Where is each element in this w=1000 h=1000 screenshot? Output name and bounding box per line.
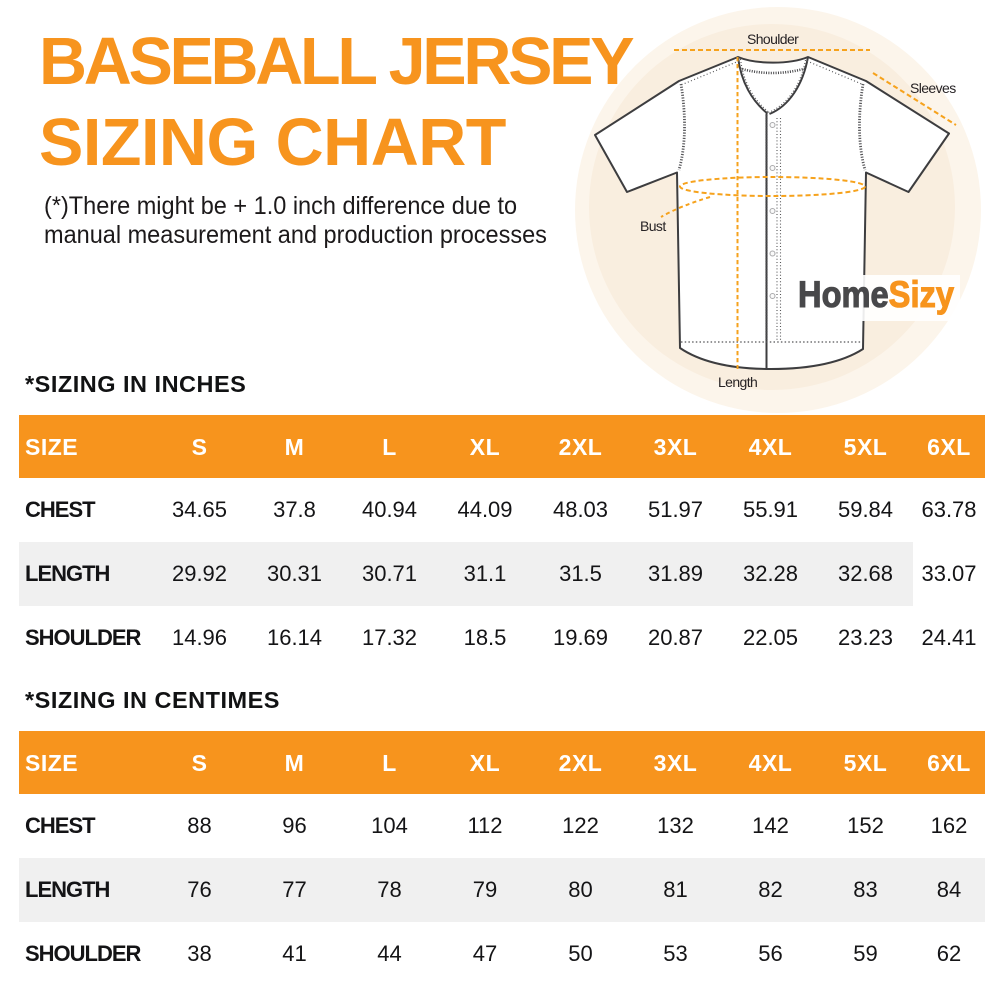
svg-text:Sleeves: Sleeves xyxy=(910,80,956,96)
svg-text:Length: Length xyxy=(718,374,757,390)
svg-text:Shoulder: Shoulder xyxy=(747,31,799,47)
svg-text:HomeSizy: HomeSizy xyxy=(798,274,954,315)
svg-text:Bust: Bust xyxy=(640,218,666,234)
